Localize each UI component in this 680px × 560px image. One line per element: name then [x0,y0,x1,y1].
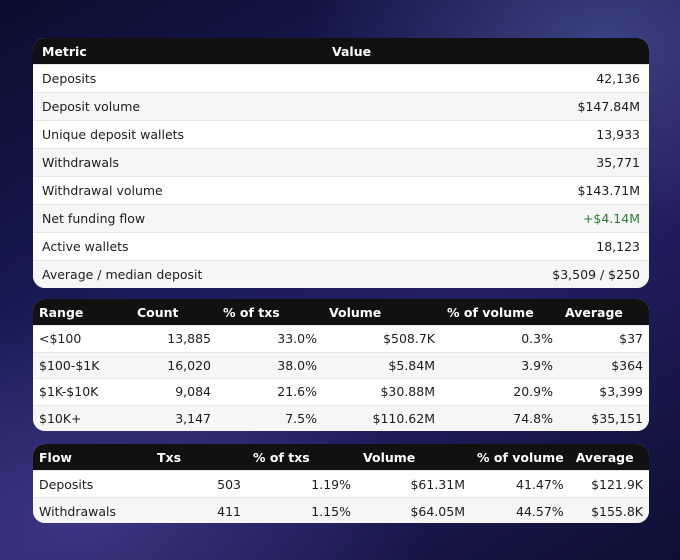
txs-cell: 411 [151,497,247,523]
metric-value: $147.84M [323,92,649,121]
pct-txs-cell: 7.5% [217,404,323,431]
count-cell: 13,885 [131,325,217,352]
pct-volume-cell: 74.8% [441,404,559,431]
average-column-header: Average [569,444,649,471]
table-row: $10K+ 3,147 7.5% $110.62M 74.8% $35,151 [33,404,649,431]
table-row: <$100 13,885 33.0% $508.7K 0.3% $37 [33,325,649,352]
metrics-header-row: Metric Value [33,38,649,65]
range-cell: $10K+ [33,404,131,431]
metric-value: 35,771 [323,148,649,177]
metric-label: Net funding flow [33,204,323,233]
metrics-table-card: Metric Value Deposits 42,136 Deposit vol… [33,38,649,288]
flow-cell: Withdrawals [33,497,151,523]
pct-volume-cell: 41.47% [471,470,570,498]
table-row: Deposits 42,136 [33,64,649,93]
table-row: Deposits 503 1.19% $61.31M 41.47% $121.9… [33,470,649,498]
table-row: Withdrawal volume $143.71M [33,176,649,205]
value-column-header: Value [323,38,649,65]
metrics-table: Metric Value Deposits 42,136 Deposit vol… [33,38,649,288]
volume-column-header: Volume [323,299,441,326]
pct-volume-cell: 44.57% [471,497,570,523]
range-table-card: Range Count % of txs Volume % of volume … [33,299,649,431]
pct-txs-cell: 1.15% [247,497,357,523]
pct-txs-cell: 1.19% [247,470,357,498]
volume-cell: $61.31M [357,470,471,498]
metric-value: $3,509 / $250 [323,260,649,288]
table-row: Active wallets 18,123 [33,232,649,261]
volume-cell: $30.88M [323,378,441,405]
pct-txs-cell: 33.0% [217,325,323,352]
average-cell: $35,151 [559,404,649,431]
average-cell: $121.9K [569,470,649,498]
pct-txs-cell: 38.0% [217,351,323,379]
metric-label: Deposit volume [33,92,323,121]
metric-label: Deposits [33,64,323,93]
range-column-header: Range [33,299,131,326]
txs-column-header: Txs [151,444,247,471]
range-cell: $1K-$10K [33,378,131,405]
range-cell: <$100 [33,325,131,352]
flow-column-header: Flow [33,444,151,471]
pct-volume-cell: 3.9% [441,351,559,379]
volume-column-header: Volume [357,444,471,471]
metric-column-header: Metric [33,38,323,65]
pct-volume-column-header: % of volume [471,444,570,471]
flow-cell: Deposits [33,470,151,498]
range-cell: $100-$1K [33,351,131,379]
average-cell: $155.8K [569,497,649,523]
table-row: Deposit volume $147.84M [33,92,649,121]
count-column-header: Count [131,299,217,326]
average-cell: $37 [559,325,649,352]
table-row: $1K-$10K 9,084 21.6% $30.88M 20.9% $3,39… [33,378,649,405]
count-cell: 9,084 [131,378,217,405]
metric-value: 42,136 [323,64,649,93]
table-row: Unique deposit wallets 13,933 [33,120,649,149]
average-cell: $3,399 [559,378,649,405]
metric-label: Unique deposit wallets [33,120,323,149]
pct-txs-column-header: % of txs [247,444,357,471]
volume-cell: $110.62M [323,404,441,431]
table-row: Average / median deposit $3,509 / $250 [33,260,649,288]
volume-cell: $5.84M [323,351,441,379]
count-cell: 3,147 [131,404,217,431]
flow-header-row: Flow Txs % of txs Volume % of volume Ave… [33,444,649,471]
pct-txs-cell: 21.6% [217,378,323,405]
range-header-row: Range Count % of txs Volume % of volume … [33,299,649,326]
volume-cell: $64.05M [357,497,471,523]
pct-volume-column-header: % of volume [441,299,559,326]
metric-label: Active wallets [33,232,323,261]
flow-table: Flow Txs % of txs Volume % of volume Ave… [33,444,649,523]
range-table: Range Count % of txs Volume % of volume … [33,299,649,431]
txs-cell: 503 [151,470,247,498]
metric-value: $143.71M [323,176,649,205]
table-row: $100-$1K 16,020 38.0% $5.84M 3.9% $364 [33,351,649,379]
metric-label: Withdrawals [33,148,323,177]
average-column-header: Average [559,299,649,326]
pct-txs-column-header: % of txs [217,299,323,326]
pct-volume-cell: 0.3% [441,325,559,352]
count-cell: 16,020 [131,351,217,379]
table-row: Withdrawals 35,771 [33,148,649,177]
flow-table-card: Flow Txs % of txs Volume % of volume Ave… [33,444,649,523]
table-row: Net funding flow +$4.14M [33,204,649,233]
pct-volume-cell: 20.9% [441,378,559,405]
volume-cell: $508.7K [323,325,441,352]
table-row: Withdrawals 411 1.15% $64.05M 44.57% $15… [33,497,649,523]
metric-label: Withdrawal volume [33,176,323,205]
metric-value: 18,123 [323,232,649,261]
metric-label: Average / median deposit [33,260,323,288]
average-cell: $364 [559,351,649,379]
metric-value: 13,933 [323,120,649,149]
net-flow-value: +$4.14M [323,204,649,233]
